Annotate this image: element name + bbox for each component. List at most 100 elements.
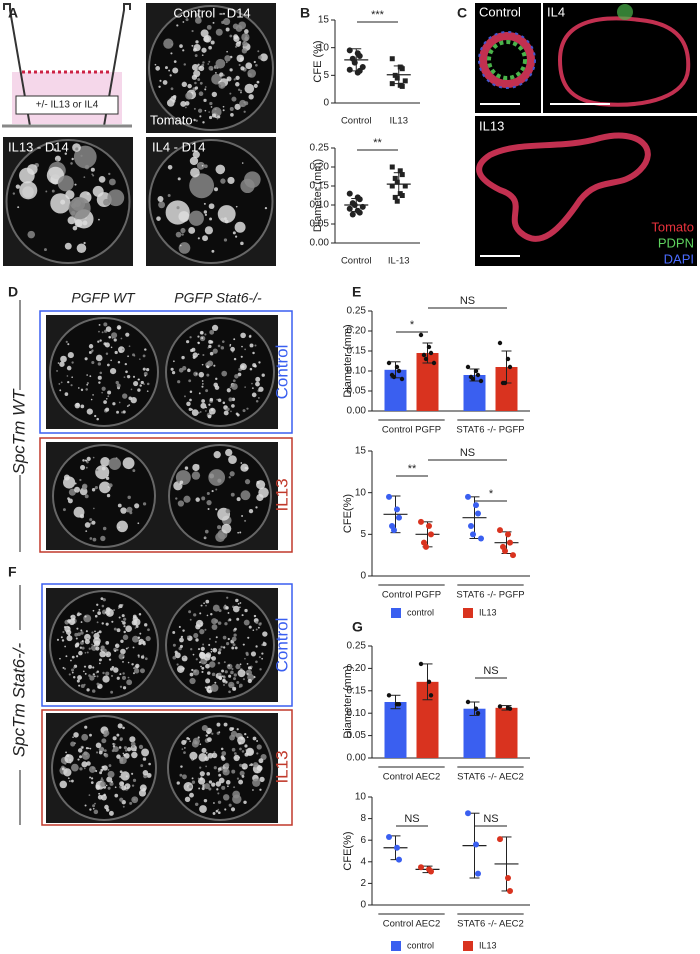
colony xyxy=(213,751,216,754)
colony xyxy=(97,362,102,366)
colony xyxy=(175,470,191,486)
colony xyxy=(197,63,200,66)
colony xyxy=(204,213,208,216)
data-point xyxy=(394,179,400,185)
colony xyxy=(184,466,189,470)
colony xyxy=(179,482,182,485)
colony xyxy=(116,676,120,680)
colony xyxy=(56,638,60,641)
panel-label: A xyxy=(8,5,18,21)
colony xyxy=(180,635,184,638)
colony xyxy=(67,626,70,629)
colony xyxy=(113,743,116,746)
colony xyxy=(119,775,121,778)
data-point xyxy=(399,83,405,89)
colony xyxy=(222,105,225,108)
colony xyxy=(217,792,220,795)
colony xyxy=(80,404,85,409)
y-tick-label: 0.10 xyxy=(347,708,367,719)
colony xyxy=(116,754,121,759)
colony xyxy=(65,190,75,200)
colony xyxy=(258,656,261,659)
well xyxy=(52,444,156,548)
colony xyxy=(251,387,254,390)
colony xyxy=(78,684,81,687)
colony xyxy=(246,662,249,665)
data-point xyxy=(465,699,471,705)
colony xyxy=(142,770,149,776)
colony xyxy=(130,388,133,391)
colony xyxy=(84,357,88,361)
legend-swatch xyxy=(391,608,401,618)
colony xyxy=(201,670,204,673)
colony xyxy=(69,780,71,782)
colony xyxy=(206,500,212,506)
colony xyxy=(250,651,257,657)
colony xyxy=(217,115,221,119)
colony xyxy=(222,768,230,776)
colony xyxy=(107,474,109,477)
colony xyxy=(167,164,173,170)
colony xyxy=(190,648,193,651)
y-tick-label: 0.00 xyxy=(310,238,330,249)
colony xyxy=(106,653,109,656)
colony xyxy=(241,33,250,42)
colony xyxy=(208,203,215,210)
colony xyxy=(120,337,123,340)
colony xyxy=(213,451,221,459)
colony xyxy=(70,615,73,618)
colony xyxy=(199,330,204,335)
colony xyxy=(95,742,102,749)
colony xyxy=(75,147,79,151)
colony xyxy=(192,352,198,358)
colony xyxy=(182,774,187,780)
colony xyxy=(241,614,244,617)
colony xyxy=(57,362,60,364)
colony xyxy=(202,235,209,242)
data-point xyxy=(346,205,353,212)
colony xyxy=(120,507,127,514)
colony xyxy=(140,764,144,768)
colony xyxy=(201,786,205,791)
colony xyxy=(70,659,72,662)
colony xyxy=(122,634,129,640)
colony xyxy=(105,407,110,412)
colony xyxy=(118,401,121,404)
image-label: IL4 - D14 xyxy=(152,139,205,154)
colony xyxy=(172,655,177,660)
well xyxy=(165,590,275,700)
colony xyxy=(79,755,83,759)
colony xyxy=(227,612,230,614)
colony xyxy=(134,749,137,752)
colony xyxy=(75,642,80,646)
colony xyxy=(189,677,196,685)
y-tick-label: 0 xyxy=(323,98,329,109)
colony xyxy=(92,804,96,808)
colony xyxy=(204,529,209,534)
colony xyxy=(73,666,76,669)
colony xyxy=(240,241,244,246)
colony xyxy=(213,382,218,388)
colony xyxy=(246,407,249,410)
colony xyxy=(199,743,202,746)
data-point xyxy=(507,887,513,894)
colony xyxy=(215,164,226,175)
data-point xyxy=(402,78,408,84)
colony xyxy=(92,456,95,459)
colony xyxy=(144,348,147,351)
data-point xyxy=(418,518,424,525)
colony xyxy=(100,535,106,542)
y-tick-label: 0.25 xyxy=(310,143,330,154)
colony xyxy=(212,812,216,815)
colony xyxy=(244,657,246,660)
colony xyxy=(104,749,107,752)
colony xyxy=(240,463,249,472)
data-point xyxy=(431,360,437,366)
colony xyxy=(207,414,212,419)
colony xyxy=(181,740,187,746)
colony xyxy=(199,805,207,813)
data-point xyxy=(386,833,392,840)
colony xyxy=(244,83,255,94)
colony xyxy=(215,781,222,787)
y-tick-label: 5 xyxy=(360,529,366,540)
